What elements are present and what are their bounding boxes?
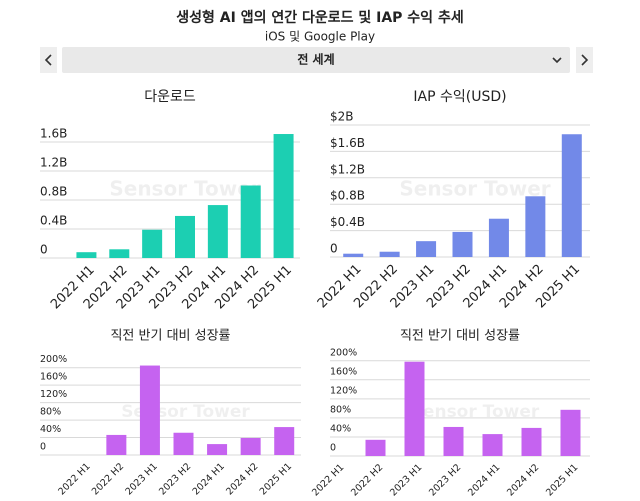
bar [175,215,195,258]
bar [207,444,228,455]
x-tick-label: 2022 H1 [310,462,346,498]
y-tick-label: $1.6B [330,136,365,150]
y-tick-label: 0 [40,243,48,257]
y-tick-label: 120% [40,389,67,400]
bar [76,252,97,258]
y-tick-label: 200% [330,347,357,358]
bar [416,241,437,257]
bar [521,427,542,456]
chart-title: 직전 반기 대비 성장률 [110,329,230,344]
y-tick-label: $0.4B [330,215,365,229]
prev-button[interactable] [40,47,57,73]
bar [452,231,473,257]
bar [274,427,295,455]
page-title: 생성형 AI 앱의 연간 다운로드 및 IAP 수익 추세 [176,9,463,26]
y-tick-label: 1.2B [40,156,67,170]
bar [488,218,509,257]
bar [273,134,294,258]
y-tick-label: $1.2B [330,162,365,176]
bar [343,253,364,257]
x-tick-label: 2025 H1 [258,461,294,497]
y-tick-label: 160% [40,372,67,383]
y-tick-label: 80% [40,407,61,418]
y-tick-label: 160% [330,366,357,377]
chart-title: IAP 수익(USD) [413,89,506,105]
y-tick-label: 0 [330,242,338,256]
page-subtitle: iOS 및 Google Play [265,30,375,44]
region-dropdown[interactable] [62,47,570,73]
y-tick-label: 0.4B [40,214,67,228]
x-tick-label: 2023 H2 [157,461,193,497]
bar [560,409,581,456]
y-tick-label: 0 [40,442,46,453]
x-tick-label: 2024 H2 [505,462,541,498]
y-tick-label: 1.6B [40,127,67,141]
watermark: Sensor Tower [411,402,540,422]
bar [207,205,228,258]
dropdown-icon [552,57,562,64]
watermark: Sensor Tower [109,177,260,201]
x-tick-label: 2023 H2 [427,462,463,498]
y-tick-label: $0.8B [330,189,365,203]
x-tick-label: 2022 H2 [349,462,385,498]
y-tick-label: $2B [330,110,354,124]
bar [106,434,127,455]
bar [365,439,386,456]
bar [109,249,130,258]
y-tick-label: 40% [40,424,61,435]
bar [404,361,425,456]
next-button[interactable] [576,47,593,73]
x-tick-label: 2023 H1 [123,461,159,497]
bar [240,185,261,258]
x-tick-label: 2023 H1 [388,462,424,498]
bar [139,365,160,455]
y-tick-label: 40% [330,423,351,434]
x-tick-label: 2024 H1 [466,462,502,498]
bar [525,196,546,257]
next-icon [581,54,589,66]
bar [443,426,464,456]
bar [482,434,503,456]
bar [379,251,400,257]
bar [142,229,163,258]
bar [173,432,194,455]
x-tick-label: 2022 H1 [56,461,92,497]
y-tick-label: 0 [330,443,336,454]
region-label: 전 세계 [297,52,334,67]
x-tick-label: 2024 H1 [191,461,227,497]
y-tick-label: 120% [330,385,357,396]
bar [561,134,582,257]
y-tick-label: 0.8B [40,185,67,199]
bar [240,437,261,455]
prev-icon [44,54,52,66]
x-tick-label: 2025 H1 [544,462,580,498]
x-tick-label: 2022 H2 [90,461,126,497]
chart-title: 직전 반기 대비 성장률 [400,329,520,344]
y-tick-label: 80% [330,404,351,415]
x-tick-label: 2024 H2 [224,461,260,497]
chart-title: 다운로드 [144,89,196,105]
y-tick-label: 200% [40,354,67,365]
